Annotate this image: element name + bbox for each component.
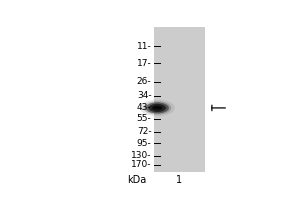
Bar [154, 27, 205, 172]
Text: kDa: kDa [128, 175, 147, 185]
Text: 34-: 34- [137, 91, 152, 100]
Text: 55-: 55- [137, 114, 152, 123]
Text: 72-: 72- [137, 127, 152, 136]
Ellipse shape [148, 104, 166, 112]
Ellipse shape [146, 102, 169, 113]
Text: 95-: 95- [137, 139, 152, 148]
Text: 43-: 43- [137, 103, 152, 112]
Ellipse shape [152, 105, 163, 110]
Text: 130-: 130- [131, 151, 152, 160]
Text: 1: 1 [176, 175, 182, 185]
Ellipse shape [143, 101, 171, 115]
Text: 11-: 11- [137, 42, 152, 51]
Text: 170-: 170- [131, 160, 152, 169]
Text: 26-: 26- [137, 77, 152, 86]
Text: 17-: 17- [137, 59, 152, 68]
Ellipse shape [140, 100, 175, 116]
